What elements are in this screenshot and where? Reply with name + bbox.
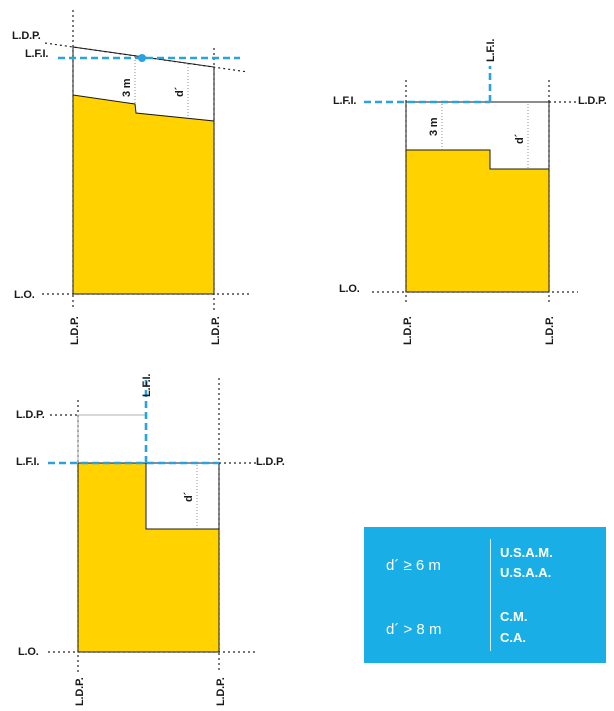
d3-d-prime-label: d´ [183, 491, 195, 502]
d1-3m-label: 3 m [121, 78, 133, 97]
d1-ldp-bottom-right-label: L.D.P. [210, 316, 222, 345]
d3-ldp-left-label: L.D.P. [16, 409, 45, 421]
d3-ldp-right-label: L.D.P. [256, 456, 285, 468]
d3-lfi-label: L.F.I. [16, 456, 39, 468]
d2-ldp-bottom-left-label: L.D.P. [402, 316, 414, 345]
legend-class-cm: C.M. [500, 609, 528, 624]
d1-lfi-label: L.F.I. [25, 48, 48, 60]
legend-class-ca: C.A. [500, 630, 526, 645]
d1-ldp-top-label: L.D.P. [12, 30, 41, 42]
d3-lfi-top-label: L.F.I. [141, 374, 153, 397]
d3-ldp-bottom-right-label: L.D.P. [215, 677, 227, 706]
d1-building-volume [72, 94, 215, 295]
legend-condition-2: d´ > 8 m [386, 621, 442, 638]
d1-lo-label: L.O. [14, 289, 35, 301]
d2-building-volume [405, 149, 550, 293]
legend-box: d´ ≥ 6 m U.S.A.M. U.S.A.A. d´ > 8 m C.M.… [364, 527, 606, 663]
legend-class-usam: U.S.A.M. [500, 545, 553, 560]
diagram-1: L.D.P. L.F.I. L.O. 3 m d´ L.D.P. L.D.P. [12, 10, 252, 345]
d2-lfi-top-label: L.F.I. [485, 39, 497, 62]
d3-ldp-bottom-left-label: L.D.P. [74, 677, 86, 706]
d3-lo-label: L.O. [18, 646, 39, 658]
d3-upper-outline [77, 414, 146, 463]
d2-3m-label: 3 m [428, 117, 440, 136]
d2-lfi-label: L.F.I. [333, 95, 356, 107]
diagram-2: L.F.I. L.F.I. L.D.P. L.O. 3 m d´ L.D.P. … [333, 39, 607, 345]
d3-building-volume [77, 462, 220, 653]
d2-d-prime-label: d´ [514, 133, 526, 144]
d1-lfi-point [138, 54, 146, 62]
d1-d-prime-label: d´ [174, 86, 186, 97]
legend-condition-1: d´ ≥ 6 m [386, 557, 441, 574]
d2-ldp-right-label: L.D.P. [578, 95, 607, 107]
d1-ldp-bottom-left-label: L.D.P. [69, 316, 81, 345]
d2-lo-label: L.O. [339, 283, 360, 295]
legend-divider [490, 539, 491, 651]
legend-class-usaa: U.S.A.A. [500, 565, 552, 580]
d2-ldp-bottom-right-label: L.D.P. [544, 316, 556, 345]
diagram-3: L.F.I. L.D.P. L.F.I. L.D.P. L.O. d´ L.D.… [16, 374, 285, 706]
